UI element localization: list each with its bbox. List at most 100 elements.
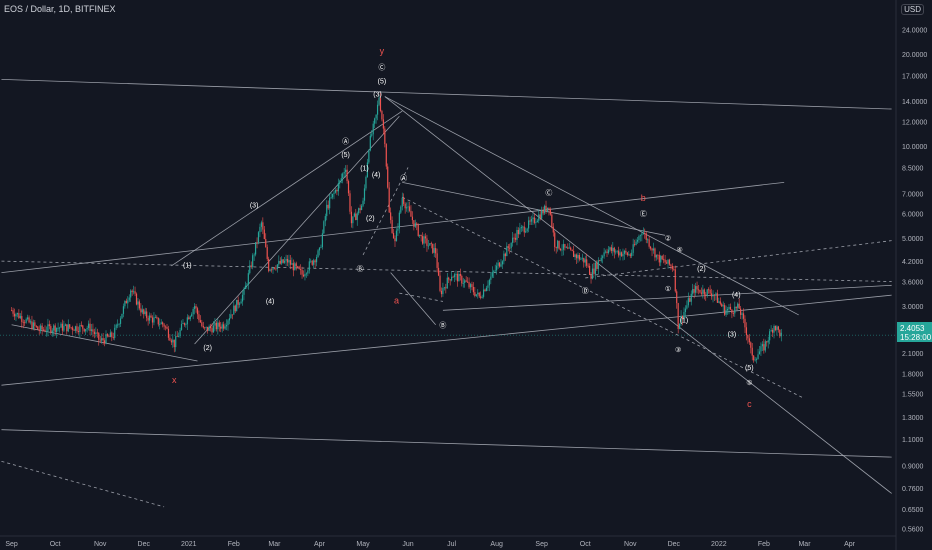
candle-body <box>724 305 726 315</box>
candle-body <box>247 273 249 285</box>
trend-line[interactable] <box>402 181 666 236</box>
candle-body <box>557 240 559 249</box>
candle-body <box>240 301 242 304</box>
candle-body <box>342 173 344 179</box>
candle-body <box>297 266 299 268</box>
candle-body <box>719 301 721 304</box>
candle-body <box>604 251 607 253</box>
candle-body <box>395 230 398 242</box>
candle-body <box>761 344 763 347</box>
trend-line[interactable] <box>390 272 436 326</box>
candle-body <box>347 181 350 194</box>
candle-body <box>336 190 338 192</box>
candle-body <box>427 245 429 247</box>
time-tick-label: Oct <box>50 541 61 548</box>
price-tick-label: 1.8000 <box>902 372 924 379</box>
candle-body <box>600 257 602 261</box>
candle-body <box>363 188 366 201</box>
candle-body <box>358 208 360 214</box>
candle-body <box>173 339 175 348</box>
candle-body <box>452 276 454 278</box>
candle-body <box>131 290 133 293</box>
price-tick-label: 5.0000 <box>902 236 924 243</box>
candle-body <box>753 355 755 361</box>
candle-body <box>635 241 637 245</box>
candle-body <box>144 311 146 315</box>
time-axis[interactable]: Sep Oct Nov Dec 2021 Feb Mar Apr May Jun Jul Aug Sep… <box>5 541 855 548</box>
candle-body <box>176 336 178 338</box>
candle-body <box>80 325 82 326</box>
trend-line[interactable] <box>1 460 165 508</box>
candle-body <box>387 166 389 188</box>
candle-body <box>628 254 630 256</box>
candle-body <box>591 268 594 279</box>
candle-body <box>300 268 302 270</box>
trend-line[interactable] <box>384 96 892 494</box>
candle-body <box>513 237 515 239</box>
candle-body <box>22 321 24 323</box>
candle-body <box>400 206 402 213</box>
price-axis[interactable]: 24.0000 20.0000 17.0000 14.0000 12.0000 10.00… <box>902 28 927 534</box>
candle-body <box>456 273 459 282</box>
trend-line[interactable] <box>384 96 799 316</box>
candle-body <box>69 324 71 328</box>
candle-body <box>574 254 576 258</box>
candle-body <box>93 331 95 335</box>
price-tick-label: 0.6500 <box>902 507 924 514</box>
candle-body <box>504 253 506 257</box>
candle-body <box>587 265 589 267</box>
trend-line[interactable] <box>1 260 892 282</box>
candle-body <box>215 322 217 330</box>
candle-body <box>350 211 353 224</box>
candle-body <box>458 273 460 282</box>
candle-body <box>339 180 341 184</box>
candle-body <box>702 289 704 294</box>
trend-line[interactable] <box>1 78 892 110</box>
candle-body <box>683 312 685 320</box>
wave-label: (4) <box>732 292 741 299</box>
candle-body <box>92 329 94 332</box>
wave-label: a <box>394 296 399 306</box>
candle-body <box>606 251 608 253</box>
candle-body <box>180 323 183 330</box>
trend-line[interactable] <box>442 284 892 311</box>
trend-line[interactable] <box>399 292 443 302</box>
trend-line[interactable] <box>402 196 804 399</box>
time-tick-label: Nov <box>94 541 107 548</box>
candle-body <box>731 309 733 314</box>
wave-label: (1) <box>360 166 369 173</box>
candle-body <box>390 212 392 220</box>
trend-line[interactable] <box>194 115 400 345</box>
candle-body <box>462 283 464 284</box>
candle-body <box>212 325 215 333</box>
candle-body <box>747 335 749 339</box>
time-tick-label: Sep <box>535 541 548 548</box>
candle-body <box>170 340 172 343</box>
candle-body <box>262 222 264 230</box>
candle-body <box>497 262 499 266</box>
price-tick-label: 1.1000 <box>902 437 924 444</box>
candle-body <box>42 329 45 331</box>
candle-body <box>11 310 13 312</box>
wave-label: Ⓓ <box>582 287 589 295</box>
candle-body <box>205 326 207 328</box>
candle-body <box>21 316 23 322</box>
candle-body <box>237 299 239 305</box>
trend-line[interactable] <box>171 110 403 267</box>
candle-body <box>73 329 75 331</box>
currency-badge[interactable]: USD <box>901 4 924 15</box>
symbol-title[interactable]: EOS / Dollar, 1D, BITFINEX <box>4 4 116 14</box>
candle-body <box>331 193 334 198</box>
trend-lines[interactable] <box>0 78 896 508</box>
candle-body <box>337 183 339 192</box>
trend-line[interactable] <box>362 167 409 256</box>
candle-body <box>509 247 511 249</box>
trend-line[interactable] <box>1 429 892 458</box>
trend-line[interactable] <box>1 181 785 274</box>
price-tick-label: 8.5000 <box>902 165 924 172</box>
candle-body <box>250 265 252 267</box>
candle-body <box>31 321 33 329</box>
candle-body <box>231 314 233 316</box>
